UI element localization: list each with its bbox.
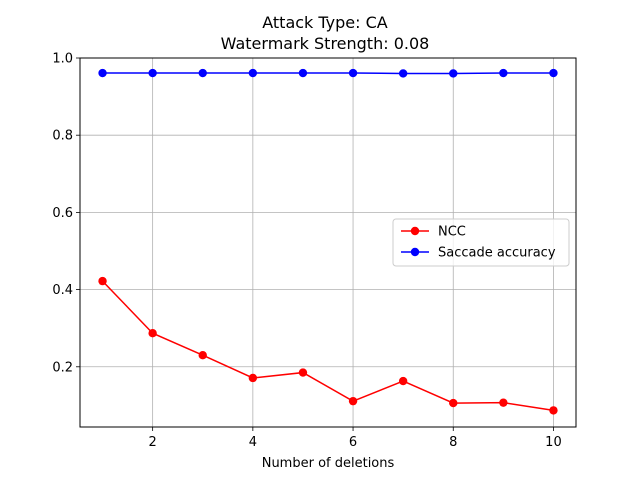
y-tick-label: 0.6 (52, 206, 73, 221)
legend: NCC Saccade accuracy (392, 218, 570, 267)
ncc-point (499, 398, 508, 407)
saccade-accuracy-point (499, 68, 508, 78)
ncc-point (98, 276, 107, 286)
legend-ncc-label: NCC (438, 225, 466, 240)
y-tick-label: 0.4 (52, 283, 73, 298)
legend-ncc-marker (410, 226, 420, 236)
x-tick-label: 6 (349, 435, 357, 450)
ncc-point (148, 329, 157, 338)
plot-frame (79, 57, 577, 428)
chart-subtitle: Watermark Strength: 0.08 (221, 34, 430, 53)
y-tick-label: 0.8 (52, 129, 73, 144)
x-tick-label: 8 (449, 435, 457, 450)
ncc-point (248, 373, 258, 383)
ticks: 2 4 6 8 10 0.2 0.4 0.6 0.8 1.0 (52, 52, 561, 451)
ncc-line (102, 280, 554, 412)
legend-box (392, 218, 570, 267)
saccade-accuracy-point (348, 68, 358, 78)
saccade-accuracy-point (248, 68, 258, 78)
ncc-point (298, 368, 308, 377)
x-tick-label: 2 (149, 435, 157, 450)
ncc-point (348, 396, 358, 406)
ncc-point (398, 376, 408, 386)
y-tick-label: 0.2 (52, 360, 73, 375)
ncc-point (449, 398, 458, 408)
legend-saccade-accuracy-marker (410, 247, 420, 257)
ncc-point (549, 406, 558, 415)
x-tick-label: 4 (249, 435, 257, 450)
ncc-point (198, 351, 207, 360)
saccade-accuracy-point (98, 68, 107, 78)
saccade-accuracy-point (398, 69, 408, 78)
x-axis-label: Number of deletions (262, 456, 395, 471)
saccade-accuracy-point (449, 69, 458, 78)
saccade-accuracy-point (549, 68, 558, 78)
saccade-accuracy-point (298, 68, 308, 78)
series-group (98, 68, 558, 415)
chart-title: Attack Type: CA (262, 13, 388, 32)
saccade-accuracy-point (148, 68, 157, 78)
x-tick-label: 10 (545, 435, 562, 450)
saccade-accuracy-point (198, 68, 207, 78)
legend-saccade-accuracy-label: Saccade accuracy (438, 246, 556, 261)
y-tick-label: 1.0 (52, 52, 73, 67)
